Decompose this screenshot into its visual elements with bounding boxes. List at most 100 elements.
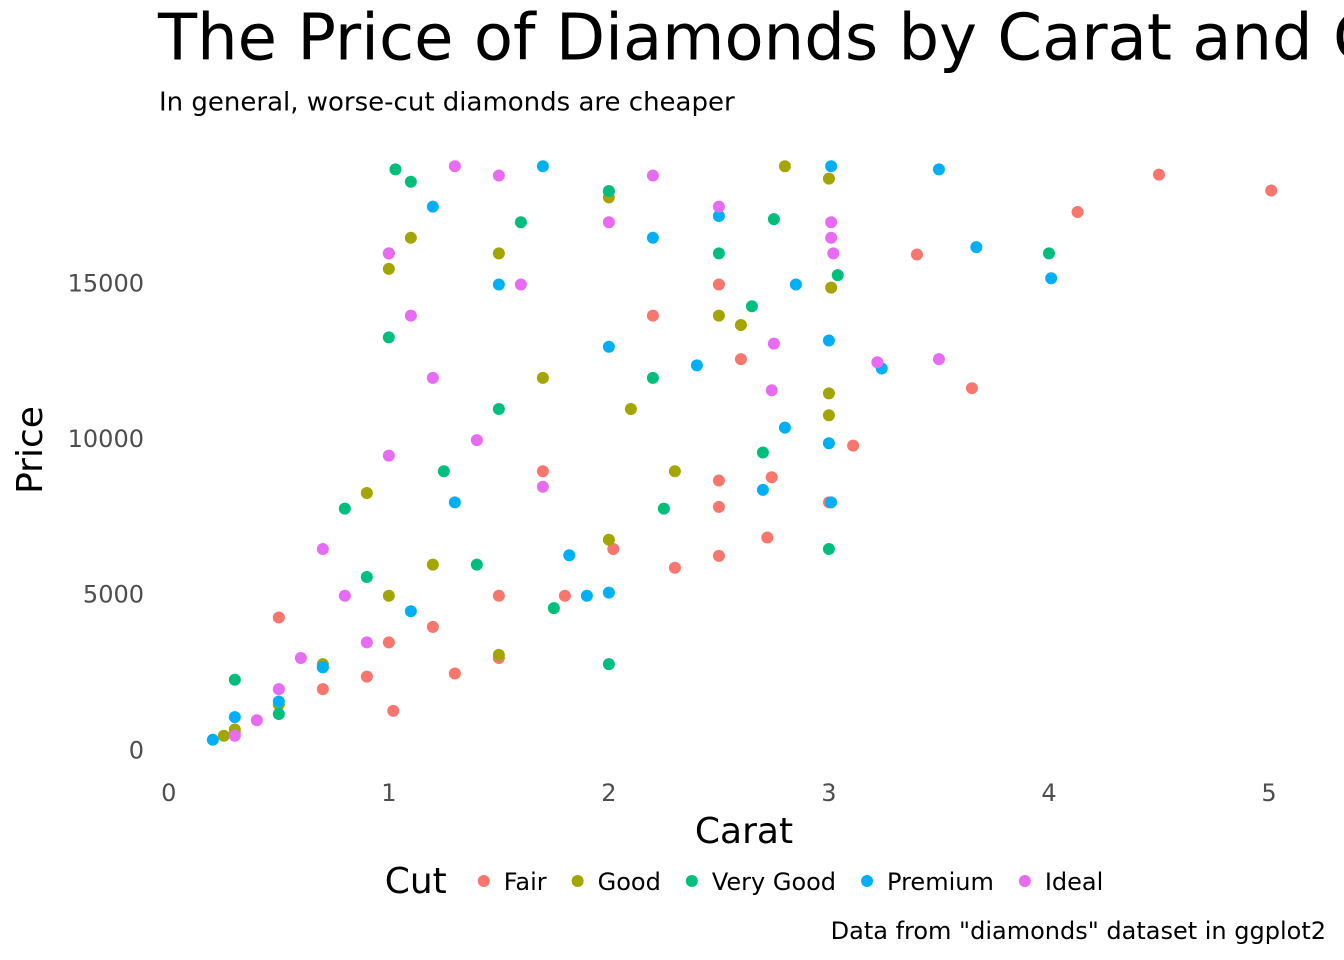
legend-label: Ideal	[1045, 868, 1103, 896]
data-point	[470, 434, 483, 447]
y-tick-label: 0	[129, 736, 144, 764]
y-axis-title: Price	[10, 406, 51, 494]
data-point	[778, 421, 791, 434]
data-point	[492, 589, 505, 602]
x-tick-label: 0	[161, 779, 176, 807]
data-point	[382, 589, 395, 602]
data-point	[547, 602, 560, 615]
data-point	[448, 667, 461, 680]
x-tick-label: 5	[1261, 779, 1276, 807]
data-point	[382, 262, 395, 275]
data-point	[668, 561, 681, 574]
data-point	[765, 471, 778, 484]
data-point	[827, 247, 840, 260]
data-point	[756, 446, 769, 459]
data-point	[382, 449, 395, 462]
data-point	[602, 533, 615, 546]
data-point	[1045, 272, 1058, 285]
data-point	[932, 163, 945, 176]
data-point	[338, 589, 351, 602]
legend-title: Cut	[385, 861, 447, 902]
data-point	[602, 340, 615, 353]
data-point	[646, 231, 659, 244]
data-point	[657, 502, 670, 515]
data-point	[404, 231, 417, 244]
data-point	[448, 496, 461, 509]
data-point	[602, 185, 615, 198]
data-point	[250, 714, 263, 727]
data-point	[932, 353, 945, 366]
data-point	[228, 673, 241, 686]
data-point	[712, 278, 725, 291]
data-point	[316, 661, 329, 674]
data-point	[272, 683, 285, 696]
data-point	[536, 371, 549, 384]
data-point	[712, 500, 725, 513]
data-point	[563, 549, 576, 562]
data-point	[580, 589, 593, 602]
data-point	[825, 231, 838, 244]
data-point	[492, 169, 505, 182]
data-point	[272, 695, 285, 708]
legend-label: Very Good	[712, 868, 836, 896]
legend-marker	[571, 875, 584, 887]
data-point	[624, 402, 637, 415]
data-point	[360, 636, 373, 649]
data-point	[426, 200, 439, 213]
data-point	[470, 558, 483, 571]
data-point	[536, 160, 549, 173]
data-point	[272, 707, 285, 720]
data-point	[646, 169, 659, 182]
x-tick-label: 4	[1041, 779, 1056, 807]
data-point	[492, 247, 505, 260]
data-point	[822, 172, 835, 185]
data-point	[734, 318, 747, 331]
data-point	[382, 247, 395, 260]
data-point	[1042, 247, 1055, 260]
data-point	[228, 729, 241, 742]
data-point	[558, 589, 571, 602]
data-point	[734, 353, 747, 366]
data-point	[690, 359, 703, 372]
x-axis-title: Carat	[695, 811, 793, 852]
data-point	[404, 309, 417, 322]
data-point	[382, 636, 395, 649]
data-point	[514, 278, 527, 291]
y-tick-label: 5000	[83, 581, 144, 609]
data-point	[646, 309, 659, 322]
data-point	[712, 210, 725, 223]
x-tick-label: 1	[381, 779, 396, 807]
data-point	[536, 480, 549, 493]
data-point	[825, 216, 838, 229]
data-point	[767, 213, 780, 226]
data-point	[338, 502, 351, 515]
data-point	[426, 371, 439, 384]
data-point	[602, 216, 615, 229]
data-point	[272, 611, 285, 624]
data-point	[712, 474, 725, 487]
data-point	[822, 387, 835, 400]
data-point	[712, 200, 725, 213]
data-point	[745, 300, 758, 313]
data-point	[825, 496, 838, 509]
y-tick-label: 10000	[68, 425, 144, 453]
data-point	[228, 711, 241, 724]
y-tick-label: 15000	[68, 269, 144, 297]
legend-label: Good	[598, 868, 661, 896]
data-point	[789, 278, 802, 291]
data-point	[360, 670, 373, 683]
plot-area	[206, 160, 1278, 746]
data-point	[492, 648, 505, 661]
legend-marker	[477, 875, 490, 887]
data-point	[217, 729, 230, 742]
data-point	[294, 651, 307, 664]
data-point	[426, 620, 439, 633]
data-point	[206, 733, 219, 746]
data-point	[970, 241, 983, 254]
data-point	[668, 465, 681, 478]
data-point	[448, 160, 461, 173]
data-point	[825, 160, 838, 173]
data-point	[426, 558, 439, 571]
legend-marker	[861, 875, 874, 887]
data-point	[389, 163, 402, 176]
